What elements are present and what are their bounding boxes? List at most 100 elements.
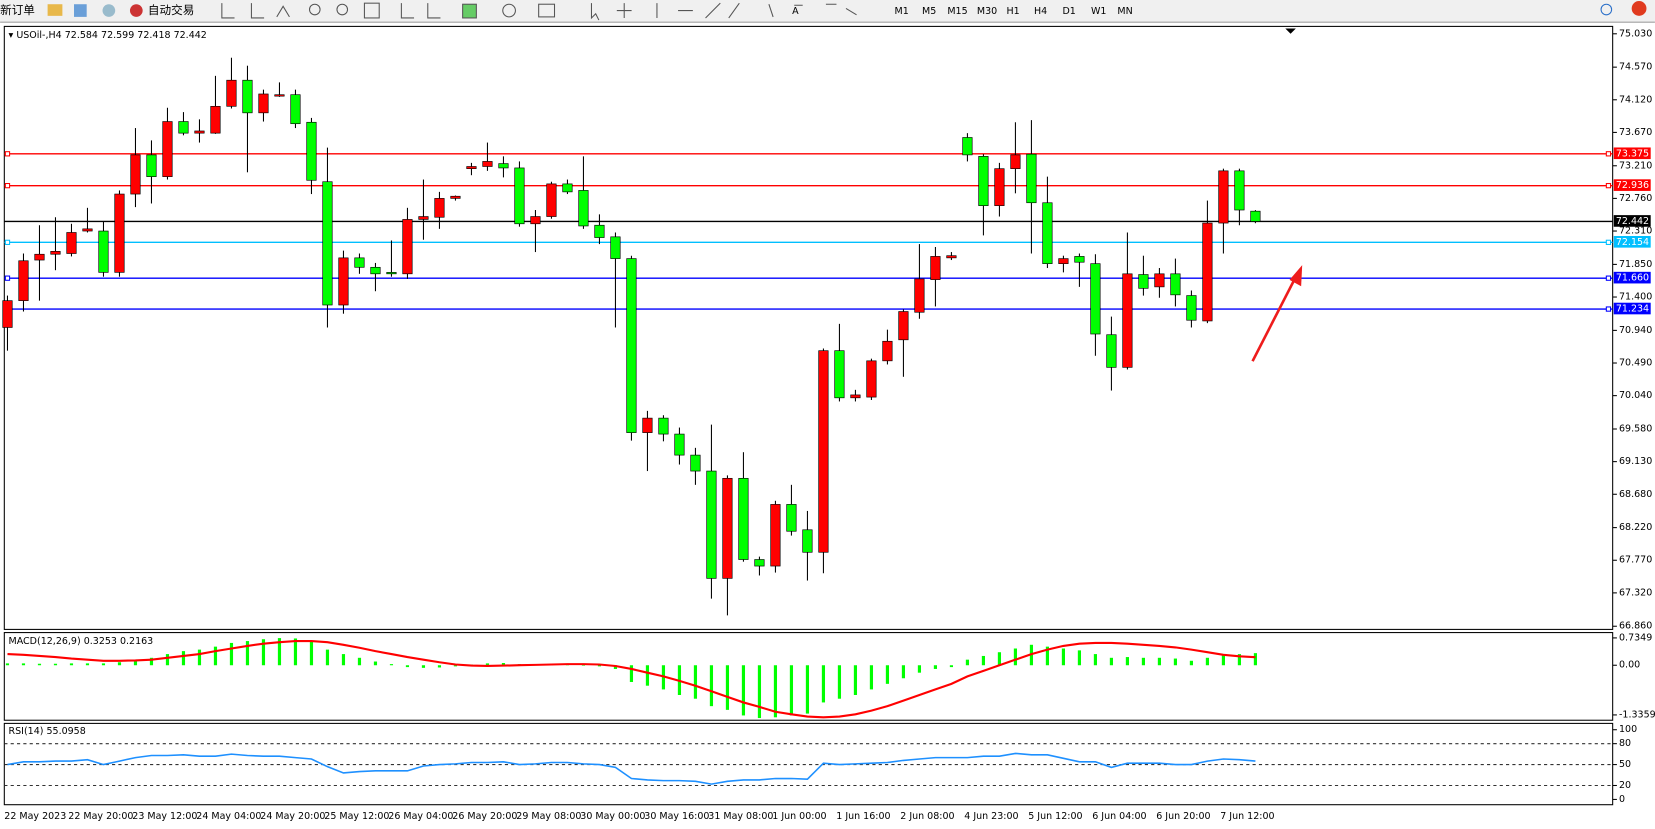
- notification-badge[interactable]: [1631, 1, 1647, 16]
- scroll-icons[interactable]: [400, 3, 441, 19]
- auto-trading-icon[interactable]: [129, 4, 143, 17]
- timeframe-button[interactable]: H4: [1034, 6, 1047, 17]
- y-tick-label: -1.3359: [1619, 709, 1655, 720]
- timeframe-button[interactable]: M30: [977, 6, 997, 17]
- indicators-icon[interactable]: [462, 3, 477, 19]
- macd-bar: [53, 663, 58, 666]
- icon[interactable]: [74, 4, 87, 17]
- macd-bar: [69, 663, 74, 666]
- macd-bar: [1221, 654, 1225, 666]
- y-tick-label: 70.490: [1619, 358, 1652, 369]
- level-tag-label: 72.442: [1616, 216, 1649, 227]
- level-tag-label: 71.660: [1616, 273, 1649, 284]
- candle-body: [1234, 170, 1245, 211]
- zoom-in[interactable]: [308, 3, 321, 16]
- y-tick-label: 71.400: [1619, 292, 1652, 303]
- periods-icon[interactable]: [502, 3, 516, 18]
- y-tick-label: 69.130: [1619, 456, 1652, 467]
- macd-bar: [85, 663, 90, 666]
- candle-body: [914, 278, 925, 313]
- last-close: 72.442: [174, 29, 207, 40]
- timeframe-button[interactable]: MN: [1117, 6, 1132, 17]
- y-tick-label: 73.210: [1619, 160, 1652, 171]
- candle-body: [642, 417, 653, 433]
- candle-body: [1170, 273, 1181, 296]
- macd-bar: [901, 665, 906, 679]
- candle-body: [610, 236, 621, 259]
- level-tag-label: 71.234: [1616, 304, 1649, 315]
- x-tick-label: 4 Jun 23:00: [964, 811, 1018, 822]
- timeframe-button[interactable]: H1: [1007, 6, 1020, 17]
- icon[interactable]: [47, 4, 63, 16]
- macd-bar: [1205, 657, 1209, 666]
- candle-body: [18, 260, 29, 301]
- search-icon[interactable]: [1600, 3, 1613, 16]
- timeframe-button[interactable]: M1: [895, 6, 909, 17]
- candle-body: [1154, 273, 1165, 288]
- candle-body: [930, 256, 941, 280]
- icon[interactable]: [102, 4, 116, 17]
- macd-bar: [629, 665, 634, 682]
- candle-body: [1122, 273, 1133, 368]
- macd-bar: [741, 665, 746, 716]
- candle-body: [162, 121, 173, 177]
- macd-bar: [757, 665, 762, 719]
- timeframe-button[interactable]: M5: [922, 6, 936, 17]
- macd-bar: [981, 655, 986, 666]
- candle-body: [530, 216, 541, 225]
- macd-bar: [933, 665, 938, 669]
- auto-trading-button[interactable]: 自动交易: [148, 3, 194, 17]
- y-tick-label: 74.570: [1619, 62, 1652, 73]
- candle-body: [1186, 295, 1197, 321]
- tile-icon[interactable]: [363, 2, 380, 19]
- y-tick-label: 74.120: [1619, 94, 1652, 105]
- macd-bar: [213, 646, 218, 666]
- macd-bar: [805, 665, 810, 714]
- macd-bar: [1141, 657, 1146, 666]
- rsi-title: RSI(14): [9, 725, 44, 736]
- new-order-button[interactable]: 新订单: [0, 3, 35, 17]
- toolbar: 新订单 自动交易 A M1 M5 M15 M30 H1 H4 D1 W1 MN: [0, 0, 1655, 23]
- macd-bar: [437, 665, 442, 668]
- level-handle: [4, 151, 11, 157]
- tool-icons[interactable]: [221, 2, 857, 21]
- y-tick-label: 75.030: [1619, 28, 1652, 39]
- level-handle: [1605, 239, 1612, 245]
- timeframe-button[interactable]: W1: [1091, 6, 1106, 17]
- candle-body: [402, 219, 413, 275]
- macd-bar: [197, 649, 202, 666]
- zoom-out[interactable]: [336, 3, 349, 16]
- price-panel-frame: [3, 25, 1614, 630]
- timeframe-button[interactable]: M15: [947, 6, 967, 17]
- candle-body: [194, 130, 205, 134]
- candle-body: [514, 167, 525, 225]
- x-tick-label: 1 Jun 16:00: [836, 811, 890, 822]
- candle-body: [1026, 153, 1037, 204]
- macd-bar: [725, 665, 730, 710]
- candle-body: [690, 454, 701, 472]
- candle-body: [898, 311, 909, 341]
- candle-body: [290, 94, 301, 125]
- plot-layer: 75.030 74.570 74.120 73.670 73.210 72.760 72.3…: [2, 28, 1655, 822]
- last-high: 72.599: [101, 29, 134, 40]
- shift-marker: [1285, 28, 1296, 34]
- x-tick-label: 2 Jun 08:00: [900, 811, 954, 822]
- macd-bar: [5, 663, 10, 666]
- timeframe-button[interactable]: D1: [1062, 6, 1075, 17]
- candle-body: [850, 394, 861, 399]
- y-tick-label: 69.580: [1619, 423, 1652, 434]
- candle-body: [962, 137, 973, 156]
- macd-bar: [101, 663, 106, 666]
- macd-bar: [341, 654, 346, 666]
- y-tick-label: 20: [1619, 780, 1631, 791]
- candle-body: [370, 266, 381, 275]
- drawing-tools[interactable]: [590, 2, 857, 21]
- y-tick-label: 67.320: [1619, 587, 1652, 598]
- x-tick-label: 24 May 04:00: [196, 811, 261, 822]
- chart-type-icons[interactable]: [221, 3, 290, 19]
- last-open: 72.584: [65, 29, 98, 40]
- text-tool[interactable]: A: [792, 6, 799, 17]
- templates-icon[interactable]: [538, 3, 556, 18]
- level-tag-label: 72.154: [1616, 237, 1649, 248]
- candle-body: [114, 193, 125, 273]
